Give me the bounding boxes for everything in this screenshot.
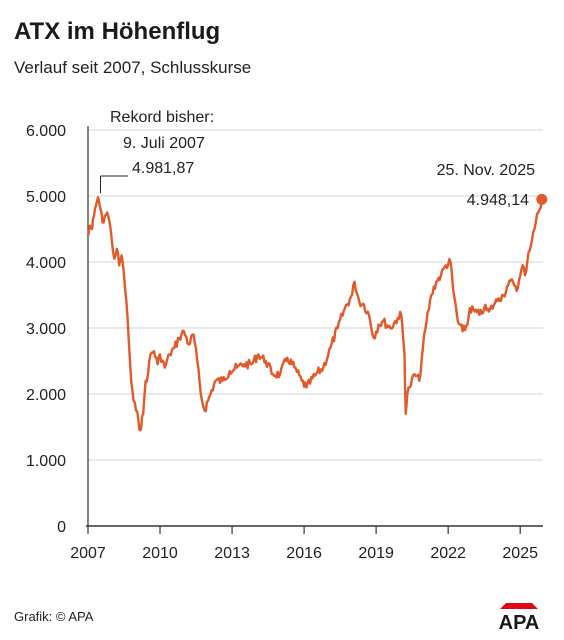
x-tick-label: 2022 <box>430 545 466 562</box>
page-title: ATX im Höhenflug <box>14 18 221 45</box>
last-annotation-text: 4.948,14 <box>467 192 529 209</box>
x-tick-label: 2013 <box>214 545 250 562</box>
x-tick-label: 2007 <box>70 545 106 562</box>
x-tick-label: 2025 <box>502 545 538 562</box>
credit-text: Grafik: © APA <box>14 609 94 624</box>
y-tick-label: 2.000 <box>26 387 66 404</box>
logo-text: APA <box>499 612 540 631</box>
y-tick-label: 3.000 <box>26 321 66 338</box>
x-tick-label: 2010 <box>142 545 178 562</box>
page-subtitle: Verlauf seit 2007, Schlusskurse <box>14 58 252 77</box>
record-annotation-text: Rekord bisher: <box>110 109 214 126</box>
y-tick-label: 0 <box>57 519 66 536</box>
grid-lines <box>88 129 543 461</box>
axes: 0 1.000 2.000 3.000 4.000 5.000 6.000 2007 2010 2… <box>26 123 543 562</box>
annotations: Rekord bisher: 9. Juli 2007 4.981,87 25. No… <box>99 109 548 209</box>
last-annotation-text: 25. Nov. 2025 <box>437 162 536 179</box>
apa-logo: APA <box>499 603 540 631</box>
y-tick-label: 6.000 <box>26 123 66 140</box>
logo-roof-icon <box>500 603 538 609</box>
series-line <box>86 196 543 432</box>
y-tick-label: 1.000 <box>26 453 66 470</box>
last-value-dot <box>536 193 548 205</box>
line-chart: 0 1.000 2.000 3.000 4.000 5.000 6.000 2007 2010 2… <box>26 109 548 562</box>
record-annotation-text: 4.981,87 <box>132 160 194 177</box>
x-tick-label: 2019 <box>358 545 394 562</box>
y-tick-label: 4.000 <box>26 255 66 272</box>
x-tick-label: 2016 <box>286 545 322 562</box>
y-tick-label: 5.000 <box>26 189 66 206</box>
series-layer <box>86 196 543 432</box>
record-annotation-text: 9. Juli 2007 <box>123 135 205 152</box>
